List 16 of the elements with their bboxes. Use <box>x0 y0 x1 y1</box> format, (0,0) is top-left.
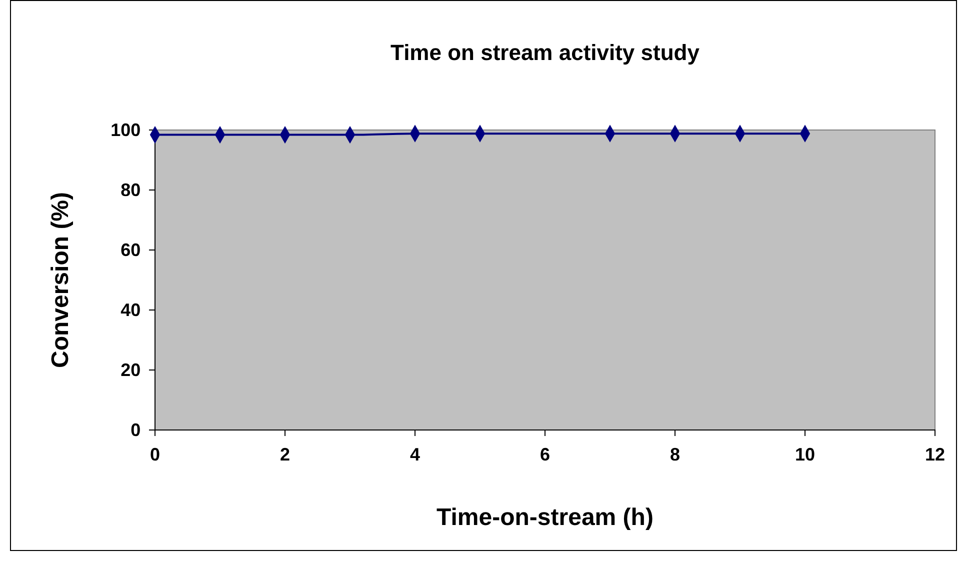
chart-title: Time on stream activity study <box>390 40 700 65</box>
x-axis-title: Time-on-stream (h) <box>436 504 654 531</box>
y-tick-label: 100 <box>110 120 141 140</box>
y-tick-label: 60 <box>120 240 141 260</box>
x-tick-label: 6 <box>540 444 550 465</box>
y-axis-title: Conversion (%) <box>47 192 74 368</box>
x-tick-label: 8 <box>670 444 680 465</box>
y-tick-label: 0 <box>130 420 141 440</box>
x-tick-label: 4 <box>410 444 420 465</box>
y-tick-label: 80 <box>120 180 141 200</box>
y-tick-label: 40 <box>120 300 141 320</box>
x-tick-label: 0 <box>150 444 160 465</box>
x-tick-label: 10 <box>794 444 816 465</box>
y-tick-label: 20 <box>120 360 141 380</box>
x-tick-label: 12 <box>924 444 946 465</box>
x-tick-label: 2 <box>280 444 290 465</box>
